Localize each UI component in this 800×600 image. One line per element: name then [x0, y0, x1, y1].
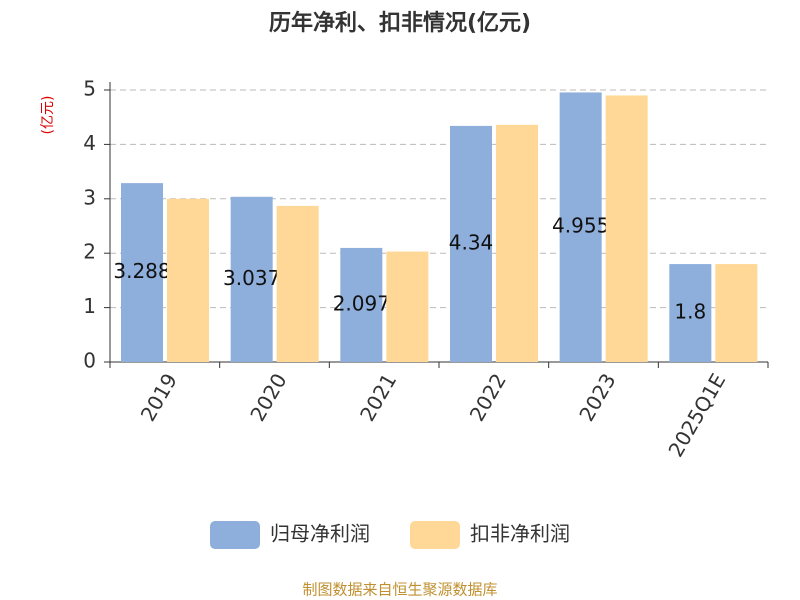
y-tick-label: 3 — [83, 185, 96, 209]
bar — [450, 125, 492, 363]
bar — [230, 196, 273, 362]
legend-label: 归母净利润 — [270, 522, 370, 546]
x-tick-label: 2022 — [465, 369, 511, 425]
y-tick-label: 1 — [83, 294, 96, 318]
x-tick-label: 2019 — [136, 369, 182, 425]
bar — [167, 198, 209, 362]
bar — [605, 95, 648, 362]
y-tick-label: 4 — [83, 131, 96, 155]
legend-swatch — [210, 521, 260, 549]
y-tick-label: 0 — [83, 349, 96, 373]
y-axis-label: (亿元) — [40, 96, 56, 135]
bar — [559, 92, 602, 362]
data-label: 2.097 — [333, 291, 390, 315]
chart-title: 历年净利、扣非情况(亿元) — [269, 10, 531, 36]
y-tick-label: 2 — [83, 240, 96, 264]
bar — [386, 251, 429, 362]
legend-swatch — [410, 521, 460, 549]
bar — [715, 264, 758, 362]
y-tick-label: 5 — [83, 77, 96, 101]
x-tick-label: 2023 — [574, 369, 620, 425]
data-label: 1.8 — [674, 300, 706, 324]
data-label: 4.955 — [552, 214, 609, 238]
legend-label: 扣非净利润 — [470, 522, 570, 546]
data-label: 4.34 — [449, 230, 494, 254]
x-tick-label: 2025Q1E — [663, 369, 730, 461]
bar — [121, 183, 163, 362]
x-tick-label: 2021 — [355, 369, 401, 425]
bar — [276, 205, 319, 362]
data-label: 3.037 — [223, 266, 280, 290]
bar — [496, 124, 538, 362]
source: 制图数据来自恒生聚源数据库 — [302, 581, 497, 599]
bar — [669, 264, 712, 362]
bar — [340, 247, 383, 362]
x-tick-label: 2020 — [245, 369, 291, 425]
data-label: 3.288 — [113, 259, 170, 283]
